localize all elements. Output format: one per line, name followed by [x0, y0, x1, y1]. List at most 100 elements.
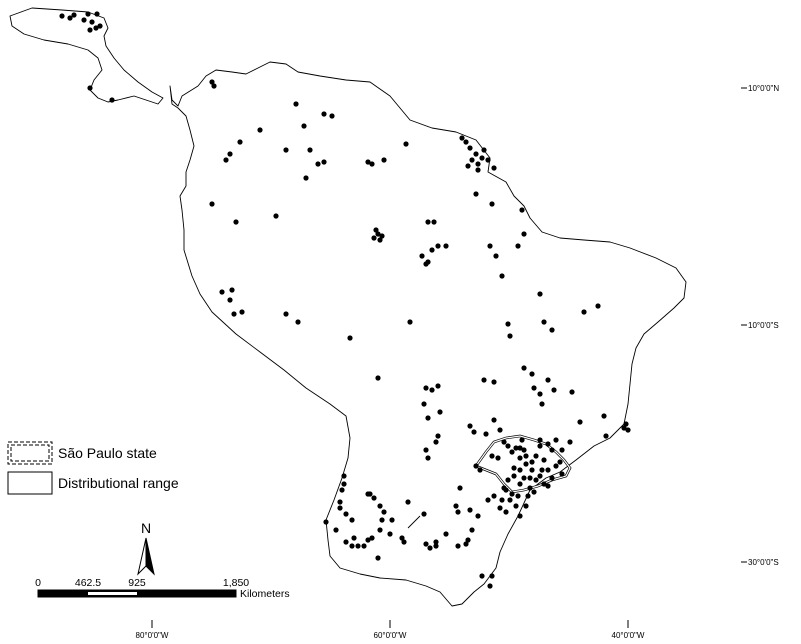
- occurrence-point: [303, 175, 309, 181]
- occurrence-point: [463, 139, 469, 145]
- occurrence-point: [549, 447, 555, 453]
- occurrence-point: [529, 467, 535, 473]
- occurrence-point: [515, 243, 521, 249]
- occurrence-point: [347, 335, 353, 341]
- occurrence-point: [401, 539, 407, 545]
- occurrence-point: [467, 423, 473, 429]
- occurrence-point: [429, 387, 435, 393]
- occurrence-point: [349, 517, 355, 523]
- occurrence-point: [505, 443, 511, 449]
- occurrence-point: [521, 475, 527, 481]
- occurrence-point: [493, 253, 499, 259]
- occurrence-point: [537, 291, 543, 297]
- occurrence-point: [545, 483, 551, 489]
- occurrence-point: [581, 309, 587, 315]
- north-arrow-label: N: [141, 520, 151, 536]
- occurrence-point: [509, 491, 515, 497]
- occurrence-point: [485, 497, 491, 503]
- occurrence-point: [237, 139, 243, 145]
- occurrence-point: [465, 537, 471, 543]
- occurrence-point: [87, 85, 93, 91]
- occurrence-point: [293, 101, 299, 107]
- occurrence-point: [435, 433, 441, 439]
- occurrence-point: [523, 503, 529, 509]
- occurrence-point: [425, 415, 431, 421]
- occurrence-point: [473, 463, 479, 469]
- occurrence-point: [273, 213, 279, 219]
- occurrence-point: [517, 455, 523, 461]
- latitude-labels: 10°0'0"N 10°0'0"S 30°0'0"S: [741, 84, 779, 567]
- occurrence-point: [569, 389, 575, 395]
- occurrence-point: [545, 441, 551, 447]
- occurrence-point: [487, 243, 493, 249]
- occurrence-point: [349, 543, 355, 549]
- occurrence-point: [481, 377, 487, 383]
- occurrence-point: [559, 471, 565, 477]
- occurrence-point: [375, 231, 381, 237]
- lat-label-30s: 30°0'0"S: [748, 558, 779, 567]
- occurrence-point: [499, 273, 505, 279]
- occurrence-point: [425, 455, 431, 461]
- occurrence-point: [551, 387, 557, 393]
- occurrence-point: [541, 457, 547, 463]
- occurrence-point: [525, 493, 531, 499]
- occurrence-point: [515, 493, 521, 499]
- occurrence-point: [505, 321, 511, 327]
- occurrence-point: [549, 475, 555, 481]
- lat-label-10n: 10°0'0"N: [748, 84, 779, 93]
- occurrence-point: [377, 237, 383, 243]
- occurrence-point: [511, 465, 517, 471]
- occurrence-point: [553, 463, 559, 469]
- occurrence-point: [479, 573, 485, 579]
- occurrence-point: [521, 447, 527, 453]
- occurrence-point: [505, 477, 511, 483]
- occurrence-point: [487, 583, 493, 589]
- occurrence-point: [519, 437, 525, 443]
- occurrence-point: [595, 303, 601, 309]
- occurrence-point: [283, 147, 289, 153]
- occurrence-point: [469, 157, 475, 163]
- occurrence-point: [423, 541, 429, 547]
- occurrence-point: [333, 527, 339, 533]
- occurrence-point: [537, 473, 543, 479]
- occurrence-point: [443, 531, 449, 537]
- occurrence-point: [307, 147, 313, 153]
- occurrence-point: [59, 13, 65, 19]
- occurrence-point: [341, 481, 347, 487]
- legend-label-distribution: Distributional range: [58, 475, 179, 491]
- occurrence-point: [489, 201, 495, 207]
- occurrence-point: [343, 539, 349, 545]
- legend-item-sao-paulo: São Paulo state: [7, 441, 157, 465]
- occurrence-point: [323, 519, 329, 525]
- occurrence-point: [541, 319, 547, 325]
- occurrence-point: [491, 417, 497, 423]
- occurrence-point: [355, 543, 361, 549]
- occurrence-point: [499, 497, 505, 503]
- occurrence-point: [329, 113, 335, 119]
- occurrence-point: [231, 311, 237, 317]
- occurrence-point: [519, 207, 525, 213]
- occurrence-point: [497, 505, 503, 511]
- south-america-outline: [169, 61, 687, 607]
- occurrence-point: [491, 379, 497, 385]
- occurrence-point: [513, 503, 519, 509]
- scale-tick-0: 0: [35, 577, 41, 589]
- occurrence-point: [375, 375, 381, 381]
- occurrence-point: [531, 489, 537, 495]
- occurrence-point: [527, 475, 533, 481]
- occurrence-point: [467, 145, 473, 151]
- occurrence-point: [343, 511, 349, 517]
- occurrence-point: [541, 481, 547, 487]
- occurrence-point: [501, 485, 507, 491]
- occurrence-point: [537, 391, 543, 397]
- occurrence-point: [377, 527, 383, 533]
- occurrence-point: [507, 497, 513, 503]
- occurrence-point: [453, 503, 459, 509]
- occurrence-point: [427, 545, 433, 551]
- legend-label-sao-paulo: São Paulo state: [58, 445, 157, 461]
- occurrence-point: [523, 453, 529, 459]
- occurrence-point: [315, 161, 321, 167]
- occurrence-point: [351, 535, 357, 541]
- occurrence-point: [389, 517, 395, 523]
- occurrence-point: [209, 79, 215, 85]
